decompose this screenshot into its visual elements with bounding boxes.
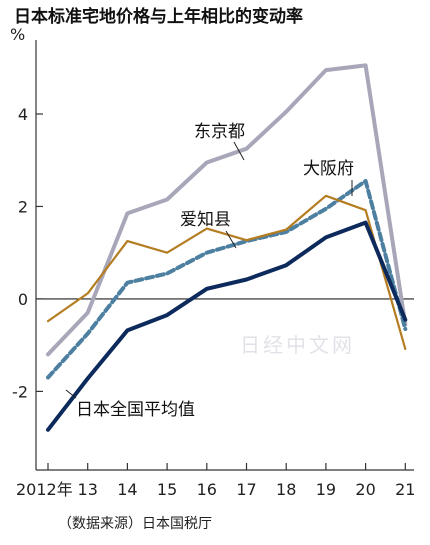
y-tick-label: -2 bbox=[12, 382, 28, 401]
label-leader-line bbox=[65, 389, 77, 399]
series-line bbox=[46, 179, 408, 380]
chart-title: 日本标准宅地价格与上年相比的变动率 bbox=[14, 6, 303, 27]
x-tick-label: 20 bbox=[355, 480, 375, 499]
y-tick-label: 2 bbox=[18, 197, 28, 216]
x-tick-label: 21 bbox=[395, 480, 415, 499]
x-tick-label: 13 bbox=[78, 480, 98, 499]
x-tick-label: 18 bbox=[276, 480, 296, 499]
x-tick-label: 2012年 bbox=[16, 480, 73, 499]
label-leader-line bbox=[233, 141, 245, 161]
axes: -2 0 2 4 2012年 13 14 15 16 17 18 19 20 21 bbox=[12, 40, 415, 499]
source-note: （数据来源）日本国税厅 bbox=[58, 516, 212, 532]
series-label: 东京都 bbox=[194, 122, 245, 142]
x-tick-label: 15 bbox=[157, 480, 177, 499]
x-tick-label: 17 bbox=[236, 480, 256, 499]
series-line bbox=[46, 194, 407, 350]
x-tick-label: 16 bbox=[197, 480, 217, 499]
x-tick-label: 19 bbox=[316, 480, 336, 499]
series-layer bbox=[46, 63, 408, 432]
label-leader-line bbox=[225, 230, 237, 249]
x-tick-label: 14 bbox=[117, 480, 137, 499]
y-tick-label: 0 bbox=[18, 290, 28, 309]
series-label: 爱知县 bbox=[180, 210, 231, 230]
y-axis-unit: % bbox=[10, 25, 25, 44]
series-label: 日本全国平均值 bbox=[76, 400, 195, 420]
series-line bbox=[46, 220, 408, 432]
series-line bbox=[46, 63, 408, 357]
y-tick-label: 4 bbox=[18, 105, 28, 124]
watermark: 日经中文网 bbox=[240, 333, 355, 357]
series-label: 大阪府 bbox=[303, 159, 354, 179]
